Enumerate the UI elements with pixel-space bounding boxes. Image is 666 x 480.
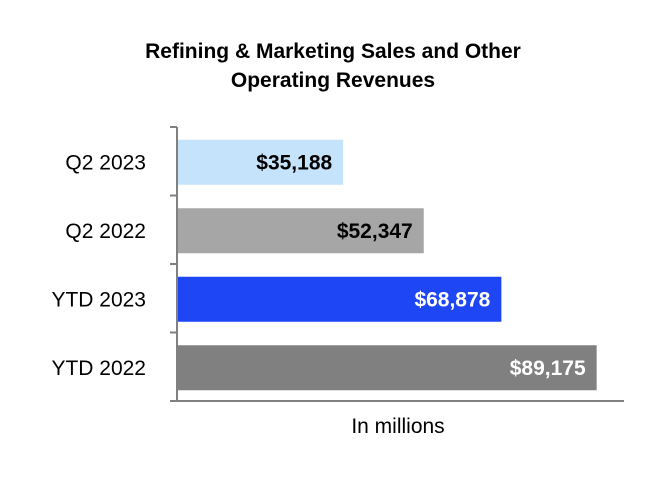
bar-q2-2022 (178, 208, 424, 254)
category-labels: Q2 2023 Q2 2022 YTD 2023 YTD 2022 (51, 151, 146, 380)
data-labels: $35,188 $52,347 $68,878 $89,175 (256, 151, 586, 380)
data-label: $52,347 (337, 220, 413, 243)
bar-ytd-2023 (178, 276, 502, 322)
chart-title-line-2: Operating Revenues (231, 69, 435, 92)
category-label: YTD 2023 (51, 288, 146, 311)
y-axis-ticks (170, 126, 177, 402)
bar-series (178, 139, 597, 391)
data-label: $89,175 (510, 357, 586, 380)
bar-q2-2023 (178, 139, 344, 185)
bar-ytd-2022 (178, 345, 597, 391)
chart-title: Refining & Marketing Sales and Other Ope… (145, 40, 521, 92)
category-label: Q2 2023 (65, 151, 146, 174)
category-label: YTD 2022 (51, 357, 146, 380)
chart-title-line-1: Refining & Marketing Sales and Other (145, 40, 521, 63)
data-label: $35,188 (256, 151, 332, 174)
category-label: Q2 2022 (65, 220, 146, 243)
x-axis-label: In millions (351, 415, 444, 438)
data-label: $68,878 (414, 288, 490, 311)
